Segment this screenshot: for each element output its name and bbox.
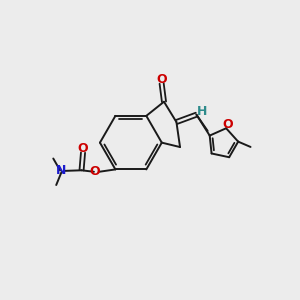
Text: O: O xyxy=(78,142,88,155)
Text: N: N xyxy=(56,164,66,177)
Text: O: O xyxy=(90,165,101,178)
Text: O: O xyxy=(156,73,167,85)
Text: H: H xyxy=(196,105,207,118)
Text: O: O xyxy=(222,118,233,131)
